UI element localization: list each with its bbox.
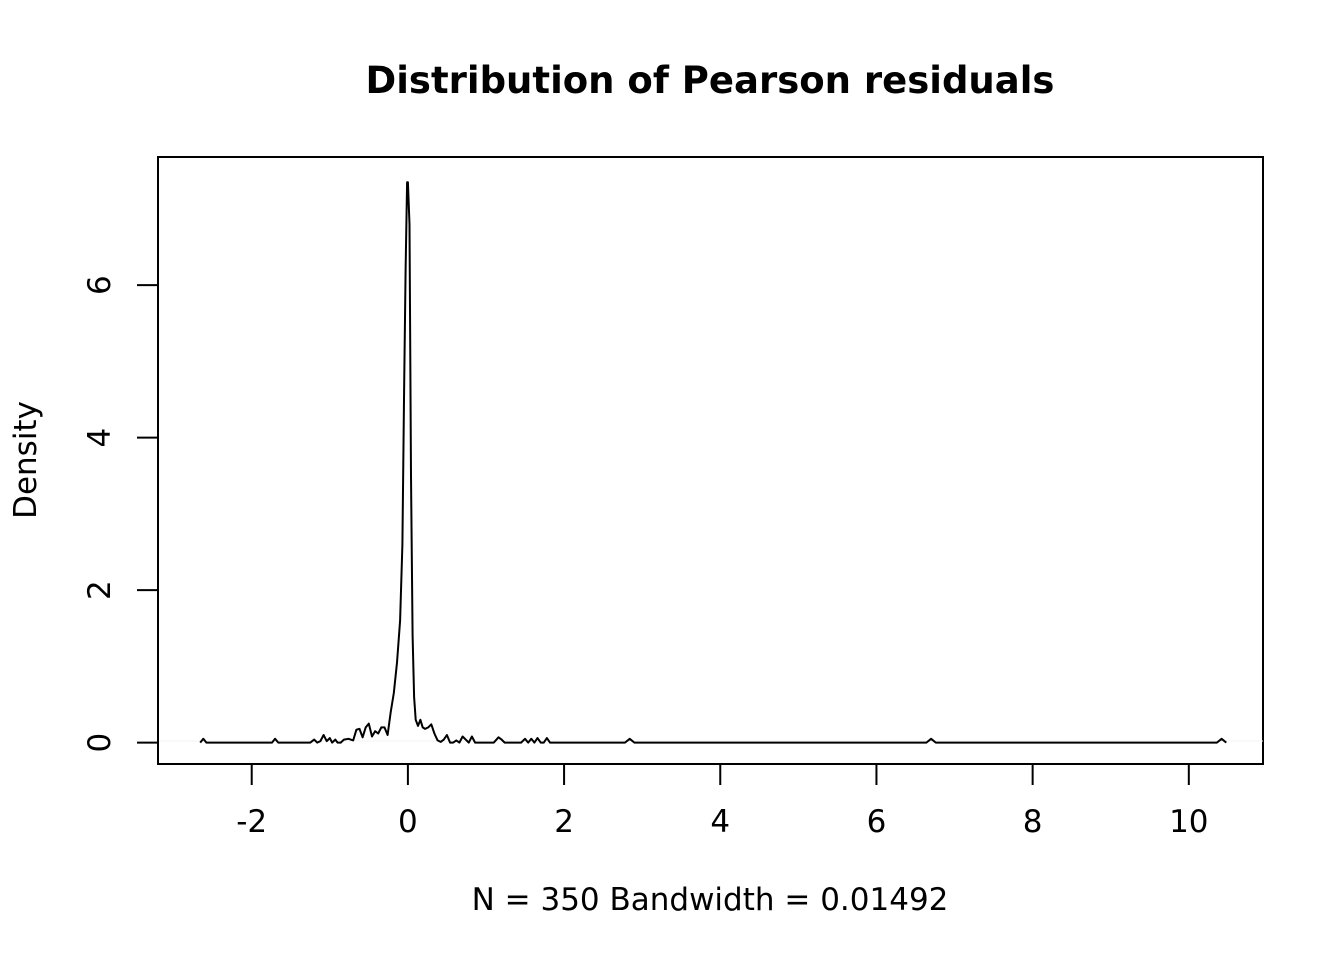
x-tick-label: 6	[867, 804, 887, 840]
y-tick-label: 6	[82, 275, 118, 295]
y-tick-label: 0	[82, 733, 118, 753]
y-axis-label: Density	[8, 401, 44, 519]
plot-frame	[157, 156, 1264, 765]
x-tick-label: 2	[554, 804, 574, 840]
x-tick-label: 0	[398, 804, 418, 840]
y-axis-ticks: 0 2 4 6	[82, 275, 158, 752]
x-axis-ticks: -2 0 2 4 6 8 10	[236, 764, 1209, 840]
chart-title: Distribution of Pearson residuals	[366, 59, 1055, 102]
x-axis-label: N = 350 Bandwidth = 0.01492	[472, 882, 949, 918]
x-tick-label: 8	[1023, 804, 1043, 840]
x-tick-label: -2	[236, 804, 267, 840]
y-tick-label: 2	[82, 580, 118, 600]
x-tick-label: 10	[1169, 804, 1208, 840]
density-curve	[199, 181, 1227, 744]
x-tick-label: 4	[710, 804, 730, 840]
y-tick-label: 4	[82, 428, 118, 448]
